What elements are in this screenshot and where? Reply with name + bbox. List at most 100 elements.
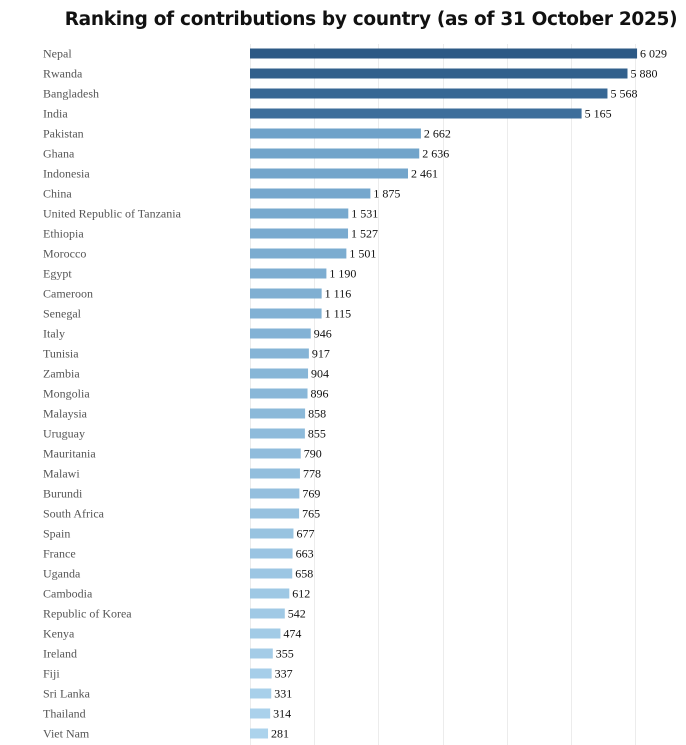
bar: [250, 448, 301, 459]
category-label: Uganda: [43, 567, 81, 581]
category-label: Cameroon: [43, 287, 93, 301]
bar: [250, 428, 305, 439]
bar: [250, 248, 347, 259]
bar: [250, 488, 300, 499]
category-label: United Republic of Tanzania: [43, 207, 182, 221]
data-label: 1 115: [325, 307, 352, 321]
data-label: 663: [296, 547, 314, 561]
bar: [250, 568, 293, 579]
data-label: 1 190: [329, 267, 356, 281]
data-label: 355: [276, 647, 294, 661]
data-label: 542: [288, 607, 306, 621]
category-label: India: [43, 107, 68, 121]
category-label: Cambodia: [43, 587, 93, 601]
bar: [250, 268, 327, 279]
bar: [250, 528, 294, 539]
category-label: Morocco: [43, 247, 86, 261]
category-label: Tunisia: [43, 347, 79, 361]
data-label: 946: [314, 327, 332, 341]
bar: [250, 168, 408, 179]
chart-title: Ranking of contributions by country (as …: [64, 9, 678, 30]
bar: [250, 688, 272, 699]
bar: [250, 468, 300, 479]
data-label: 769: [302, 487, 320, 501]
category-label: Bangladesh: [43, 87, 99, 101]
bar: [250, 708, 271, 719]
bar: [250, 288, 322, 299]
bar: [250, 728, 269, 739]
bar: [250, 68, 628, 79]
data-label: 5 568: [610, 87, 637, 101]
data-label: 1 531: [351, 207, 378, 221]
bar: [250, 608, 285, 619]
data-label: 331: [274, 687, 292, 701]
category-label: Senegal: [43, 307, 82, 321]
data-label: 677: [296, 527, 314, 541]
category-label: China: [43, 187, 72, 201]
category-label: Thailand: [43, 707, 86, 721]
data-label: 658: [295, 567, 313, 581]
category-label: Uruguay: [43, 427, 85, 441]
bars: [250, 48, 638, 739]
category-label: Mauritania: [43, 447, 96, 461]
bar: [250, 508, 300, 519]
bar: [250, 348, 309, 359]
data-label: 917: [312, 347, 330, 361]
bar: [250, 88, 608, 99]
bar: [250, 408, 306, 419]
bar: [250, 548, 293, 559]
data-label: 2 636: [422, 147, 449, 161]
category-label: France: [43, 547, 76, 561]
category-label: Spain: [43, 527, 70, 541]
bar: [250, 628, 281, 639]
data-label: 2 662: [424, 127, 451, 141]
category-label: Kenya: [43, 627, 75, 641]
category-label: Burundi: [43, 487, 83, 501]
category-label: Republic of Korea: [43, 607, 132, 621]
bar: [250, 388, 308, 399]
data-label: 474: [283, 627, 301, 641]
data-label: 1 116: [325, 287, 352, 301]
bar: [250, 108, 582, 119]
category-label: Fiji: [43, 667, 60, 681]
bar: [250, 228, 349, 239]
bar: [250, 368, 309, 379]
category-label: Zambia: [43, 367, 80, 381]
category-label: Indonesia: [43, 167, 90, 181]
data-label: 858: [308, 407, 326, 421]
bar: [250, 148, 420, 159]
data-label: 2 461: [411, 167, 438, 181]
category-label: Ghana: [43, 147, 75, 161]
value-labels: 6 029 5 880 5 568 5 165 2 662 2 636 2 461 1 875…: [271, 47, 667, 741]
bar: [250, 48, 638, 59]
data-label: 1 875: [373, 187, 400, 201]
category-label: Malawi: [43, 467, 80, 481]
category-labels: Nepal Rwanda Bangladesh India Pakistan Ghana I…: [43, 47, 182, 741]
bar: [250, 588, 290, 599]
bar: [250, 188, 371, 199]
bar: [250, 648, 273, 659]
data-label: 1 501: [349, 247, 376, 261]
data-label: 6 029: [640, 47, 667, 61]
data-label: 855: [308, 427, 326, 441]
bar: [250, 128, 421, 139]
data-label: 337: [275, 667, 293, 681]
bar: [250, 208, 349, 219]
data-label: 904: [311, 367, 329, 381]
bar: [250, 308, 322, 319]
category-label: Mongolia: [43, 387, 90, 401]
bar: [250, 668, 272, 679]
category-label: Viet Nam: [43, 727, 90, 741]
category-label: Malaysia: [43, 407, 88, 421]
data-label: 896: [311, 387, 329, 401]
data-label: 778: [303, 467, 321, 481]
data-label: 790: [304, 447, 322, 461]
category-label: Ireland: [43, 647, 77, 661]
data-label: 5 165: [585, 107, 612, 121]
data-label: 612: [292, 587, 310, 601]
category-label: Nepal: [43, 47, 72, 61]
category-label: Sri Lanka: [43, 687, 91, 701]
data-label: 5 880: [630, 67, 657, 81]
data-label: 314: [273, 707, 291, 721]
